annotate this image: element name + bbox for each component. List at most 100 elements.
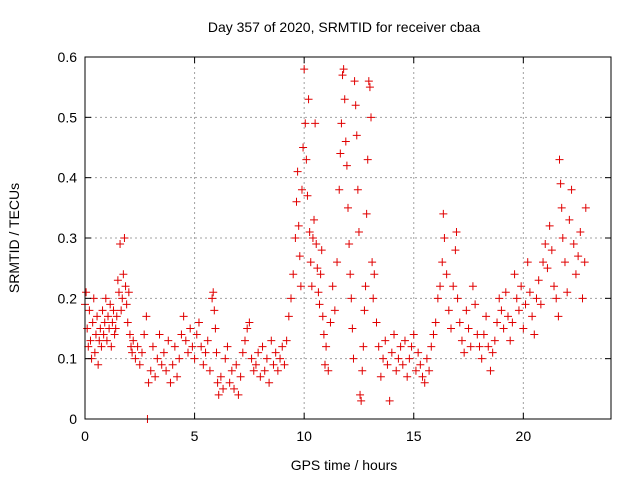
data-point	[314, 288, 323, 297]
data-point	[262, 354, 271, 363]
y-tick-label: 0	[69, 411, 77, 427]
data-point	[111, 324, 120, 333]
data-point	[495, 294, 504, 303]
data-point	[190, 354, 199, 363]
data-point	[135, 360, 144, 369]
data-point	[133, 342, 142, 351]
data-point	[232, 360, 241, 369]
data-point	[451, 246, 460, 255]
data-point	[305, 227, 314, 236]
data-point	[501, 288, 510, 297]
data-point	[294, 221, 303, 230]
data-point	[184, 348, 193, 357]
data-point	[358, 366, 367, 375]
data-point	[543, 264, 552, 273]
y-tick-labels: 0 0.1 0.2 0.3 0.4 0.5 0.6	[58, 49, 78, 427]
data-point	[567, 185, 576, 194]
data-point	[210, 306, 219, 315]
data-point	[203, 336, 212, 345]
data-point	[316, 270, 325, 279]
data-point	[396, 342, 405, 351]
data-point	[379, 354, 388, 363]
data-point	[468, 282, 477, 291]
data-point	[493, 318, 502, 327]
data-point	[462, 306, 471, 315]
data-point	[455, 318, 464, 327]
data-point	[436, 282, 445, 291]
data-point	[351, 101, 360, 110]
data-point	[240, 336, 249, 345]
data-point	[361, 282, 370, 291]
data-point	[574, 252, 583, 261]
data-point	[431, 318, 440, 327]
data-points	[81, 65, 590, 423]
data-point	[271, 348, 280, 357]
data-point	[503, 312, 512, 321]
data-point	[97, 342, 106, 351]
data-point	[230, 384, 239, 393]
data-point	[433, 294, 442, 303]
data-point	[254, 348, 263, 357]
data-point	[452, 227, 461, 236]
data-point	[225, 378, 234, 387]
data-point	[364, 77, 373, 86]
data-point	[335, 185, 344, 194]
data-point	[107, 342, 116, 351]
data-point	[227, 366, 236, 375]
data-point	[118, 294, 127, 303]
data-point	[89, 294, 98, 303]
data-point	[301, 119, 310, 128]
data-point	[199, 360, 208, 369]
data-point	[385, 396, 394, 405]
data-point	[411, 366, 420, 375]
data-point	[251, 360, 260, 369]
data-point	[372, 318, 381, 327]
data-point	[201, 348, 210, 357]
data-point	[318, 312, 327, 321]
data-point	[166, 378, 175, 387]
data-point	[403, 372, 412, 381]
data-point	[557, 203, 566, 212]
data-point	[278, 342, 287, 351]
data-point	[311, 119, 320, 128]
data-point	[344, 203, 352, 212]
data-point	[340, 95, 349, 104]
data-point	[315, 300, 324, 309]
data-point	[439, 209, 448, 218]
data-point	[407, 342, 416, 351]
data-point	[300, 65, 309, 74]
data-point	[477, 354, 486, 363]
data-point	[394, 354, 403, 363]
data-point	[545, 221, 554, 230]
data-point	[303, 191, 312, 200]
x-tick-label: 15	[406, 428, 422, 444]
data-point	[110, 330, 119, 339]
data-point	[104, 312, 113, 321]
data-point	[175, 354, 184, 363]
data-point	[319, 330, 328, 339]
data-point	[280, 360, 289, 369]
data-point	[536, 300, 545, 309]
data-point	[429, 330, 438, 339]
data-point	[488, 348, 497, 357]
x-tick-labels: 0 5 10 15 20	[81, 428, 531, 444]
data-point	[484, 342, 493, 351]
axis-ticks	[84, 56, 611, 420]
data-point	[499, 324, 508, 333]
y-tick-label: 0.5	[58, 109, 78, 125]
data-point	[95, 336, 104, 345]
data-point	[153, 354, 162, 363]
data-point	[123, 318, 132, 327]
data-point	[129, 336, 138, 345]
data-point	[363, 155, 372, 164]
data-point	[341, 137, 350, 146]
data-point	[295, 252, 304, 261]
data-point	[578, 294, 587, 303]
data-point	[312, 240, 321, 249]
data-point	[416, 360, 425, 369]
data-point	[539, 258, 548, 267]
data-point	[82, 288, 91, 297]
data-point	[157, 360, 166, 369]
y-tick-label: 0.2	[58, 290, 78, 306]
